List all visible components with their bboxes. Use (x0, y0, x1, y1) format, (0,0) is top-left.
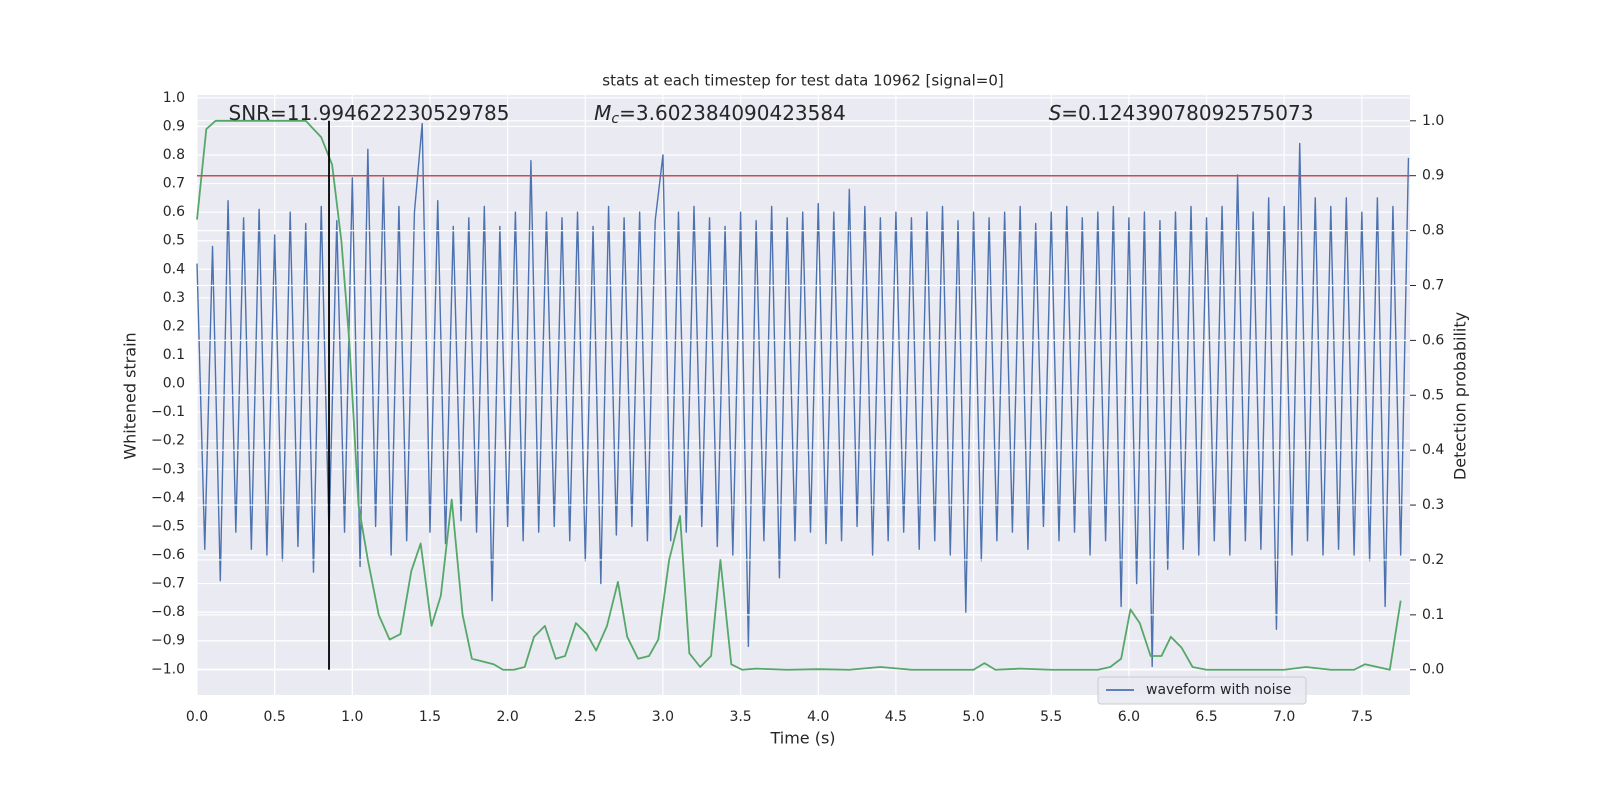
y-tick-label: −0.4 (151, 490, 185, 506)
y-tick-label: 0.5 (163, 233, 185, 249)
y-tick-label: −0.5 (151, 518, 185, 534)
y-tick-label: 0.0 (163, 376, 185, 392)
y2-tick-label: 0.8 (1422, 223, 1444, 239)
x-axis-label: Time (s) (769, 729, 835, 748)
y-tick-label: 0.7 (163, 176, 185, 192)
x-tick-label: 5.5 (1040, 709, 1062, 725)
annotation-text: =0.12439078092575073 (1061, 101, 1313, 125)
y2-tick-label: 0.4 (1422, 442, 1444, 458)
y-tick-label: 0.8 (163, 147, 185, 163)
y2-axis-label: Detection probability (1451, 312, 1470, 480)
y2-tick-label: 0.9 (1422, 168, 1444, 184)
y2-tick-label: 1.0 (1422, 113, 1444, 129)
overlay: 0.0 0.5 1.0 1.5 2.0 2.5 3.0 3.5 4.0 4.5 5.0 5.5 6.0 6… (151, 90, 1444, 725)
annotation-text: SNR=11.994622230529785 (229, 101, 510, 125)
y-tick-label: 0.9 (163, 118, 185, 134)
x-tick-label: 1.0 (341, 709, 363, 725)
y2-tick-label: 0.6 (1422, 332, 1444, 348)
x-tick-label: 0.0 (186, 709, 208, 725)
x-tick-label: 4.5 (885, 709, 907, 725)
annotation-text: =3.602384090423584 (619, 101, 846, 125)
probability-line (196, 119, 1402, 671)
annotation: Mc=3.602384090423584 (594, 101, 846, 128)
x-tick-label: 6.5 (1195, 709, 1217, 725)
x-tick-label: 6.0 (1118, 709, 1140, 725)
y2-tick-label: 0.0 (1422, 662, 1444, 678)
annotation-symbol: M (594, 101, 611, 125)
y-tick-label: −0.6 (151, 547, 185, 563)
y-tick-label: 0.6 (163, 204, 185, 220)
x-tick-label: 5.0 (962, 709, 984, 725)
y-tick-label: −0.3 (151, 461, 185, 477)
legend-label: waveform with noise (1146, 682, 1291, 698)
annotation-symbol: S (1049, 101, 1062, 125)
waveform-line (196, 122, 1410, 668)
y-tick-label: −0.2 (151, 433, 185, 449)
x-tick-label: 2.0 (496, 709, 518, 725)
y2-tick-label: 0.7 (1422, 277, 1444, 293)
chart-title: stats at each timestep for test data 109… (602, 72, 1003, 90)
x-tick-label: 3.0 (652, 709, 674, 725)
x-tick-label: 4.0 (807, 709, 829, 725)
y-tick-label: 0.1 (163, 347, 185, 363)
x-tick-label: 7.5 (1351, 709, 1373, 725)
y2-tick-label: 0.1 (1422, 607, 1444, 623)
annotation-subscript: c (611, 111, 619, 127)
y2-tick-label: 0.5 (1422, 387, 1444, 403)
y-tick-label: −0.8 (151, 604, 185, 620)
y-axis-label: Whitened strain (121, 332, 140, 459)
y-tick-label: 1.0 (163, 90, 185, 106)
annotation: SNR=11.994622230529785 (229, 101, 510, 125)
y-tick-label: −1.0 (151, 661, 185, 677)
y-tick-label: 0.3 (163, 290, 185, 306)
legend-box (1097, 676, 1307, 705)
y-tick-label: −0.9 (151, 633, 185, 649)
annotation: S=0.12439078092575073 (1049, 101, 1314, 125)
y-tick-label: −0.1 (151, 404, 185, 420)
y2-tick-label: 0.2 (1422, 552, 1444, 568)
marks (196, 122, 1410, 668)
x-tick-label: 3.5 (729, 709, 751, 725)
x-tick-label: 2.5 (574, 709, 596, 725)
y2-tick-label: 0.3 (1422, 497, 1444, 513)
y-tick-label: 0.4 (163, 261, 185, 277)
y-tick-label: −0.7 (151, 576, 185, 592)
y-tick-label: 0.2 (163, 318, 185, 334)
x-tick-label: 0.5 (264, 709, 286, 725)
x-tick-label: 1.5 (419, 709, 441, 725)
x-tick-label: 7.0 (1273, 709, 1295, 725)
